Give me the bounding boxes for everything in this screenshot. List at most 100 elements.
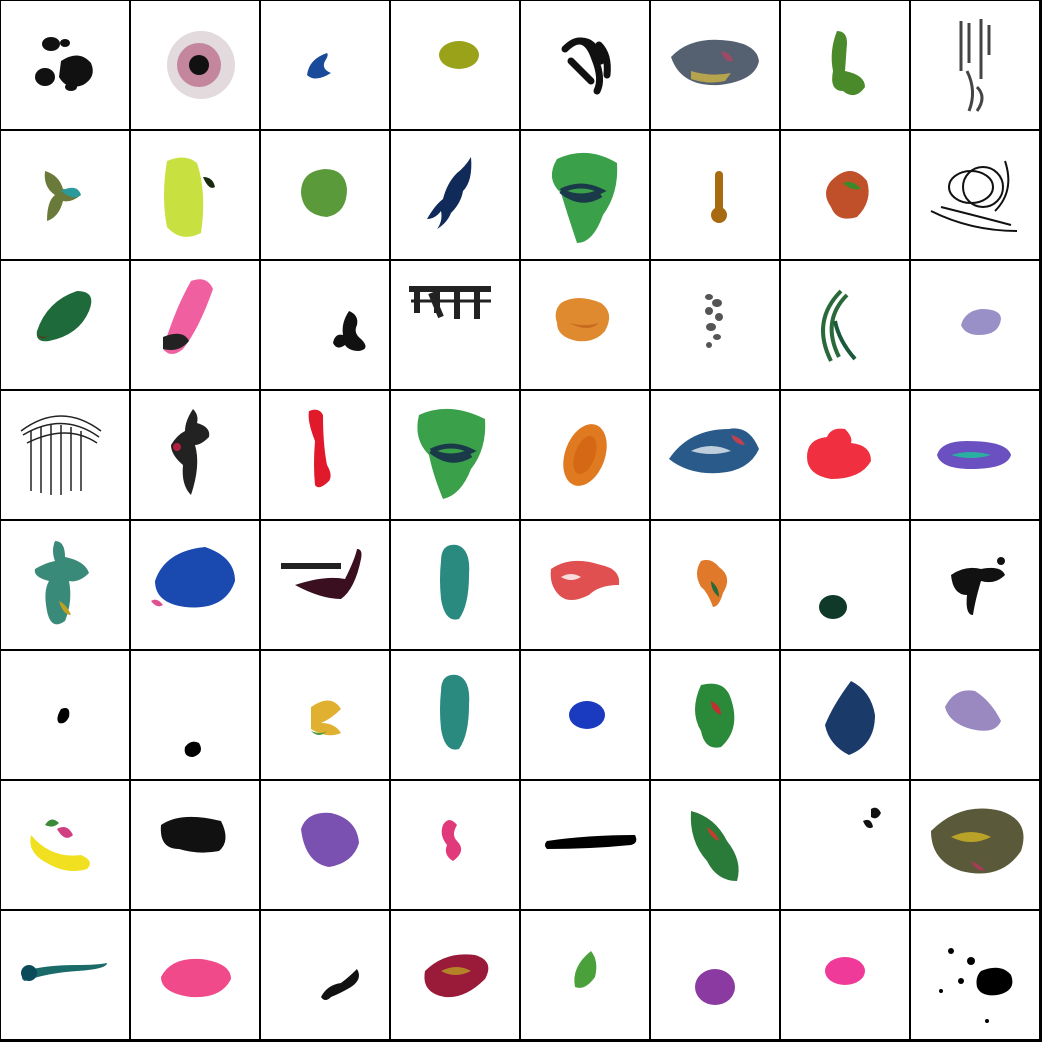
grid-cell-r1-c4 bbox=[391, 1, 519, 129]
grid-cell-r6-c8 bbox=[911, 651, 1039, 779]
blue-large-splash-icon bbox=[151, 547, 235, 608]
black-bridge-strokes-icon bbox=[409, 286, 491, 319]
orange-oval-icon bbox=[563, 424, 607, 486]
grid-cell-r6-c3 bbox=[261, 651, 389, 779]
grid-cell-r8-c6 bbox=[651, 911, 779, 1039]
olive-multicolor-mass-icon bbox=[931, 808, 1024, 874]
grid-cell-r4-c7 bbox=[781, 391, 909, 519]
grid-cell-r7-c6 bbox=[651, 781, 779, 909]
lavender-smear-icon bbox=[945, 690, 1001, 731]
grid-cell-r7-c3 bbox=[261, 781, 389, 909]
grid-cell-r5-c6 bbox=[651, 521, 779, 649]
grid-cell-r3-c2 bbox=[131, 261, 259, 389]
grid-cell-r5-c8 bbox=[911, 521, 1039, 649]
grid-cell-r7-c4 bbox=[391, 781, 519, 909]
black-splatter-icon bbox=[951, 557, 1005, 615]
grid-cell-r3-c8 bbox=[911, 261, 1039, 389]
grid-cell-r1-c8 bbox=[911, 1, 1039, 129]
grid-cell-r2-c5 bbox=[521, 131, 649, 259]
dark-green-dot-icon bbox=[819, 595, 847, 619]
purple-round-blob-icon bbox=[695, 969, 735, 1005]
green-arc-stroke-icon bbox=[821, 289, 857, 362]
yellow-multicolor-splash-icon bbox=[30, 819, 90, 871]
grid-cell-r2-c4 bbox=[391, 131, 519, 259]
grid-cell-r7-c2 bbox=[131, 781, 259, 909]
purple-teal-stroke-icon bbox=[937, 441, 1011, 469]
green-multicolor-smear-icon bbox=[690, 811, 739, 881]
grid-cell-r2-c2 bbox=[131, 131, 259, 259]
grid-cell-r2-c8 bbox=[911, 131, 1039, 259]
red-vertical-stroke-icon bbox=[308, 409, 331, 488]
teal-sole-shape-icon bbox=[440, 544, 470, 620]
dark-green-smear-icon bbox=[36, 291, 92, 342]
grid-cell-r8-c2 bbox=[131, 911, 259, 1039]
grid-cell-r2-c7 bbox=[781, 131, 909, 259]
green-red-smear-icon bbox=[695, 683, 735, 748]
green-leaf-stroke-icon bbox=[574, 951, 597, 988]
grid-cell-r3-c3 bbox=[261, 261, 389, 389]
navy-splash-icon bbox=[825, 681, 875, 755]
green-swirl-blob-icon bbox=[551, 152, 618, 243]
teal-sole-shape-icon bbox=[440, 674, 470, 750]
grid-cell-r4-c1 bbox=[1, 391, 129, 519]
grid-cell-r4-c5 bbox=[521, 391, 649, 519]
olive-multicolor-stroke-icon bbox=[44, 171, 81, 221]
grid-cell-r1-c5 bbox=[521, 1, 649, 129]
grid-cell-r5-c7 bbox=[781, 521, 909, 649]
grid-cell-r1-c3 bbox=[261, 1, 389, 129]
purple-blob-icon bbox=[301, 812, 359, 867]
grid-cell-r7-c5 bbox=[521, 781, 649, 909]
grid-cell-r7-c8 bbox=[911, 781, 1039, 909]
olive-oval-icon bbox=[439, 41, 479, 69]
grid-cell-r2-c3 bbox=[261, 131, 389, 259]
grid-cell-r1-c6 bbox=[651, 1, 779, 129]
dark-spray-burst-icon bbox=[167, 31, 235, 99]
red-cloud-blob-icon bbox=[807, 428, 871, 479]
pink-squiggle-icon bbox=[441, 820, 462, 861]
grid-cell-r3-c7 bbox=[781, 261, 909, 389]
blue-white-splash-icon bbox=[669, 428, 759, 474]
pink-diagonal-stroke-icon bbox=[163, 279, 213, 354]
grid-cell-r1-c2 bbox=[131, 1, 259, 129]
black-rough-rect-icon bbox=[160, 816, 226, 853]
brown-vertical-stroke-icon bbox=[711, 171, 727, 223]
multicolor-lace-smear-icon bbox=[550, 560, 620, 600]
black-hatched-arch-icon bbox=[20, 415, 102, 495]
grid-cell-r2-c6 bbox=[651, 131, 779, 259]
black-corner-squiggle-icon bbox=[321, 969, 359, 1000]
grid-cell-r2-c1 bbox=[1, 131, 129, 259]
teal-figure-smear-icon bbox=[34, 541, 89, 625]
gray-dot-column-icon bbox=[705, 294, 723, 348]
red-green-smear-icon bbox=[826, 171, 869, 219]
grid-cell-r5-c3 bbox=[261, 521, 389, 649]
grid-cell-r6-c6 bbox=[651, 651, 779, 779]
grid-cell-r6-c7 bbox=[781, 651, 909, 779]
black-vertical-smear-icon bbox=[171, 409, 210, 495]
green-s-stroke-icon bbox=[831, 31, 865, 96]
gray-multicolor-smear-icon bbox=[671, 39, 759, 86]
orange-green-stroke-icon bbox=[697, 559, 728, 607]
navy-splatter-icon bbox=[427, 157, 472, 229]
grid-cell-r8-c7 bbox=[781, 911, 909, 1039]
green-blob-icon bbox=[301, 169, 347, 217]
black-tiny-blot-icon bbox=[184, 741, 201, 757]
lavender-drop-icon bbox=[961, 309, 1001, 335]
grid-cell-r8-c5 bbox=[521, 911, 649, 1039]
black-speckle-splatter-icon bbox=[939, 948, 1013, 1023]
orange-blob-icon bbox=[555, 298, 610, 342]
grid-cell-r4-c4 bbox=[391, 391, 519, 519]
grid-cell-r6-c1 bbox=[1, 651, 129, 779]
black-ink-blots-icon bbox=[35, 37, 93, 91]
grid-cell-r8-c1 bbox=[1, 911, 129, 1039]
grid-cell-r1-c1 bbox=[1, 1, 129, 129]
grid-cell-r8-c8 bbox=[911, 911, 1039, 1039]
green-swirl-blob-icon bbox=[417, 408, 486, 499]
grid-cell-r5-c2 bbox=[131, 521, 259, 649]
black-maroon-chair-icon bbox=[281, 549, 362, 599]
lime-yellow-smear-icon bbox=[164, 157, 215, 237]
yellow-green-stroke-icon bbox=[311, 700, 341, 736]
black-scribble-loops-icon bbox=[930, 160, 1018, 232]
grid-cell-r8-c4 bbox=[391, 911, 519, 1039]
grid-cell-r6-c5 bbox=[521, 651, 649, 779]
